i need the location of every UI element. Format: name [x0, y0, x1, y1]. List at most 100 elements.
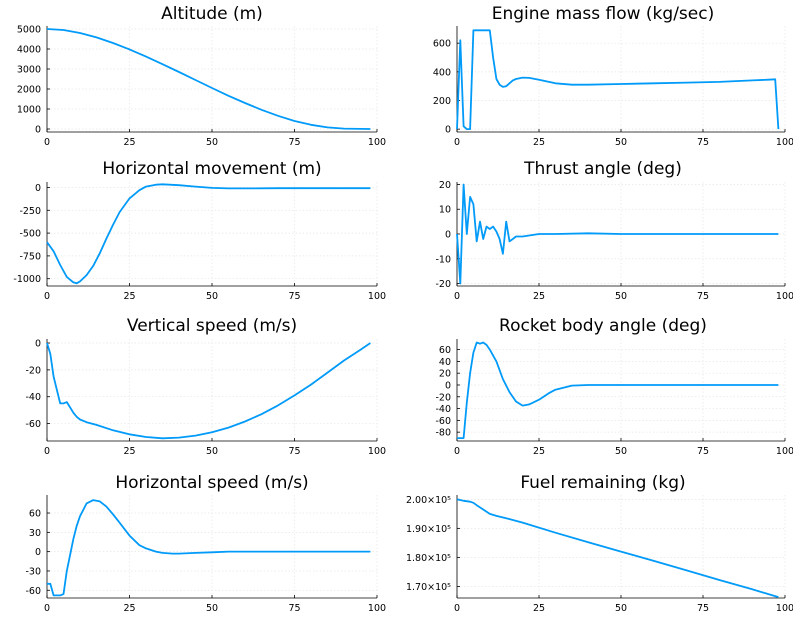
x-tick-label: 0	[44, 291, 50, 302]
y-tick-label: -20	[25, 365, 41, 376]
chart-horizontal-movement-m: Horizontal movement (m) 0 25 50 75 100 -1000 -7…	[13, 159, 386, 302]
chart-title: Horizontal movement (m)	[102, 159, 321, 179]
x-tick-label: 75	[288, 291, 300, 302]
y-tick-label: -20	[435, 279, 451, 290]
chart-altitude-m: Altitude (m)0 25 50 75 100010002000300040005…	[17, 4, 386, 148]
y-tick-label: 1000	[17, 105, 41, 116]
chart-rocket-body-angle-deg: Rocket body angle (deg)0 25 50 75 100-80-60-…	[435, 316, 793, 457]
y-tick-label: 400	[433, 67, 451, 78]
chart-fuel-remaining-kg: Fuel remaining (kg) 0 25 50 75 100 1.70×10⁵ 1.8…	[406, 473, 793, 614]
y-tick-label: 20	[439, 369, 451, 380]
series-line-horizontal-movement-m	[46, 183, 371, 285]
y-tick-label: 0	[445, 230, 451, 241]
y-tick-label: 600	[433, 39, 451, 50]
y-tick-label: 1.90×10⁵	[406, 524, 451, 535]
x-tick-label: 100	[776, 446, 793, 457]
x-tick-label: 25	[123, 137, 135, 148]
x-tick-label: 50	[206, 291, 218, 302]
y-tick-label: -1000	[13, 274, 41, 285]
x-tick-label: 25	[123, 446, 135, 457]
y-tick-label: -30	[25, 566, 41, 577]
series-line-altitude-m	[46, 28, 371, 130]
y-tick-label: 200	[433, 96, 451, 107]
x-tick-label: 0	[454, 446, 460, 457]
x-tick-label: 0	[44, 137, 50, 148]
series-line-thrust-angle-deg	[456, 183, 779, 285]
x-tick-label: 100	[368, 291, 386, 302]
x-tick-label: 50	[615, 137, 627, 148]
y-tick-label: 60	[439, 345, 451, 356]
y-tick-label: 0	[35, 339, 41, 350]
x-tick-label: 100	[368, 603, 386, 614]
chart-title: Rocket body angle (deg)	[499, 316, 707, 336]
chart-thrust-angle-deg: Thrust angle (deg) 0 25 50 75 100 -20 -10 0 10 20	[435, 159, 793, 302]
x-tick-label: 75	[697, 291, 709, 302]
series-line-rocket-body-angle-deg	[457, 341, 779, 440]
y-tick-label: 10	[439, 205, 451, 216]
y-tick-label: 2.00×10⁵	[406, 495, 451, 506]
x-tick-label: 25	[533, 603, 545, 614]
y-tick-label: 40	[439, 357, 451, 368]
chart-title: Thrust angle (deg)	[523, 159, 682, 179]
y-tick-label: 0	[35, 125, 41, 136]
x-tick-label: 75	[288, 137, 300, 148]
x-tick-label: 50	[615, 603, 627, 614]
x-tick-label: 75	[697, 603, 709, 614]
x-tick-label: 0	[454, 603, 460, 614]
y-tick-label: 0	[35, 547, 41, 558]
x-tick-label: 0	[44, 446, 50, 457]
chart-title: Horizontal speed (m/s)	[115, 473, 308, 493]
y-tick-label: 2000	[17, 85, 41, 96]
chart-horizontal-speed-m-s: Horizontal speed (m/s) 0 25 50 75 100 -60 -30 0 3…	[25, 473, 386, 614]
x-tick-label: 75	[288, 603, 300, 614]
y-tick-label: 1.70×10⁵	[406, 582, 451, 593]
x-tick-label: 25	[533, 291, 545, 302]
x-tick-label: 50	[206, 603, 218, 614]
y-tick-label: -250	[19, 206, 41, 217]
x-tick-label: 100	[776, 291, 793, 302]
x-tick-label: 100	[776, 603, 793, 614]
series-line-engine-mass-flow-kg-sec	[456, 29, 780, 131]
x-tick-label: 50	[615, 446, 627, 457]
y-tick-label: -10	[435, 254, 451, 265]
x-tick-label: 75	[697, 446, 709, 457]
y-tick-label: 3000	[17, 65, 41, 76]
x-tick-label: 0	[44, 603, 50, 614]
chart-engine-mass-flow-kg-sec: Engine mass flow (kg/sec) 0 25 50 75 100 0 200 4…	[433, 4, 793, 148]
y-tick-label: 60	[29, 509, 41, 520]
y-tick-label: 5000	[17, 25, 41, 36]
y-tick-label: 20	[439, 180, 451, 191]
y-tick-label: 0	[35, 183, 41, 194]
y-tick-label: 0	[445, 125, 451, 136]
chart-title: Vertical speed (m/s)	[127, 316, 297, 336]
y-tick-label: 1.80×10⁵	[406, 553, 451, 564]
series-line-vertical-speed-m-s	[46, 342, 371, 440]
x-tick-label: 25	[123, 291, 135, 302]
chart-vertical-speed-m-s: Vertical speed (m/s) 0 25 50 75 100 -60 -40 -20 0	[25, 316, 386, 457]
x-tick-label: 25	[533, 446, 545, 457]
x-tick-label: 25	[123, 603, 135, 614]
x-tick-label: 50	[206, 137, 218, 148]
series-line-horizontal-speed-m-s	[47, 499, 371, 597]
x-tick-label: 0	[454, 137, 460, 148]
x-tick-label: 100	[368, 137, 386, 148]
x-tick-label: 50	[615, 291, 627, 302]
y-tick-label: 4000	[17, 45, 41, 56]
y-tick-label: -60	[435, 416, 451, 427]
y-tick-label: -500	[19, 229, 41, 240]
y-tick-label: -750	[19, 251, 41, 262]
x-tick-label: 75	[288, 446, 300, 457]
y-tick-label: -60	[25, 586, 41, 597]
chart-title: Fuel remaining (kg)	[520, 473, 685, 493]
x-tick-label: 75	[697, 137, 709, 148]
x-tick-label: 100	[368, 446, 386, 457]
chart-title: Altitude (m)	[161, 4, 263, 24]
y-tick-label: 0	[445, 380, 451, 391]
x-tick-label: 25	[533, 137, 545, 148]
y-tick-label: -20	[435, 392, 451, 403]
x-tick-label: 50	[206, 446, 218, 457]
x-tick-label: 100	[776, 137, 793, 148]
y-tick-label: 30	[29, 528, 41, 539]
y-tick-label: -60	[25, 419, 41, 430]
